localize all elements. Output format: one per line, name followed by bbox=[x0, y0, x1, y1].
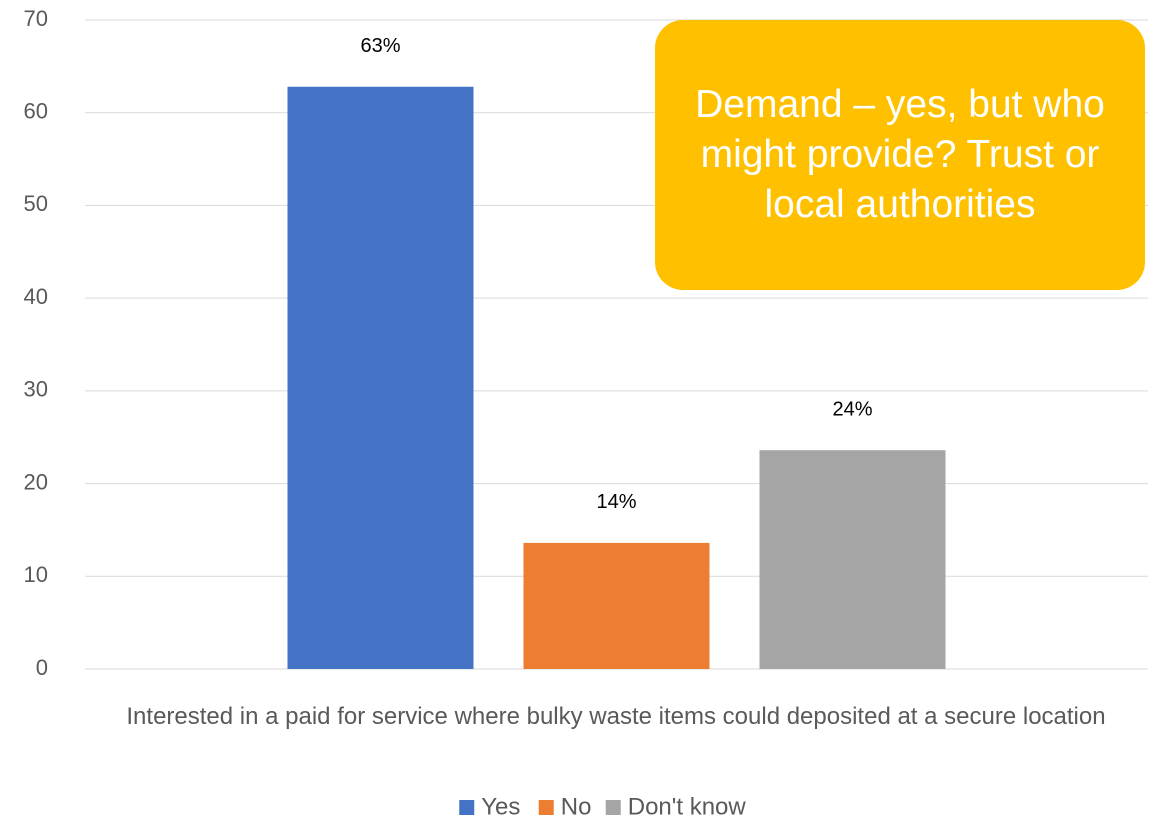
legend-label: Don't know bbox=[628, 793, 747, 820]
y-tick-label: 60 bbox=[24, 99, 48, 124]
bar bbox=[287, 86, 474, 670]
y-tick-label: 0 bbox=[36, 655, 48, 680]
data-label: 63% bbox=[360, 35, 400, 57]
legend-label: No bbox=[561, 793, 592, 820]
bar bbox=[759, 450, 946, 669]
y-tick-label: 70 bbox=[24, 6, 48, 31]
data-label: 24% bbox=[832, 398, 872, 420]
legend-swatch bbox=[605, 800, 621, 815]
annotation: Demand – yes, but who might provide? Tru… bbox=[655, 20, 1145, 290]
y-tick-label: 50 bbox=[24, 191, 48, 216]
y-tick-label: 10 bbox=[24, 562, 48, 587]
legend-swatch bbox=[459, 800, 475, 815]
data-label: 14% bbox=[596, 491, 636, 513]
x-tick-label: Interested in a paid for service where b… bbox=[126, 703, 1106, 730]
y-tick-label: 40 bbox=[24, 284, 48, 309]
legend-label: Yes bbox=[481, 793, 520, 820]
y-tick-label: 30 bbox=[24, 377, 48, 402]
y-tick-label: 20 bbox=[24, 469, 48, 494]
legend-swatch bbox=[538, 800, 554, 815]
bar bbox=[523, 542, 710, 669]
